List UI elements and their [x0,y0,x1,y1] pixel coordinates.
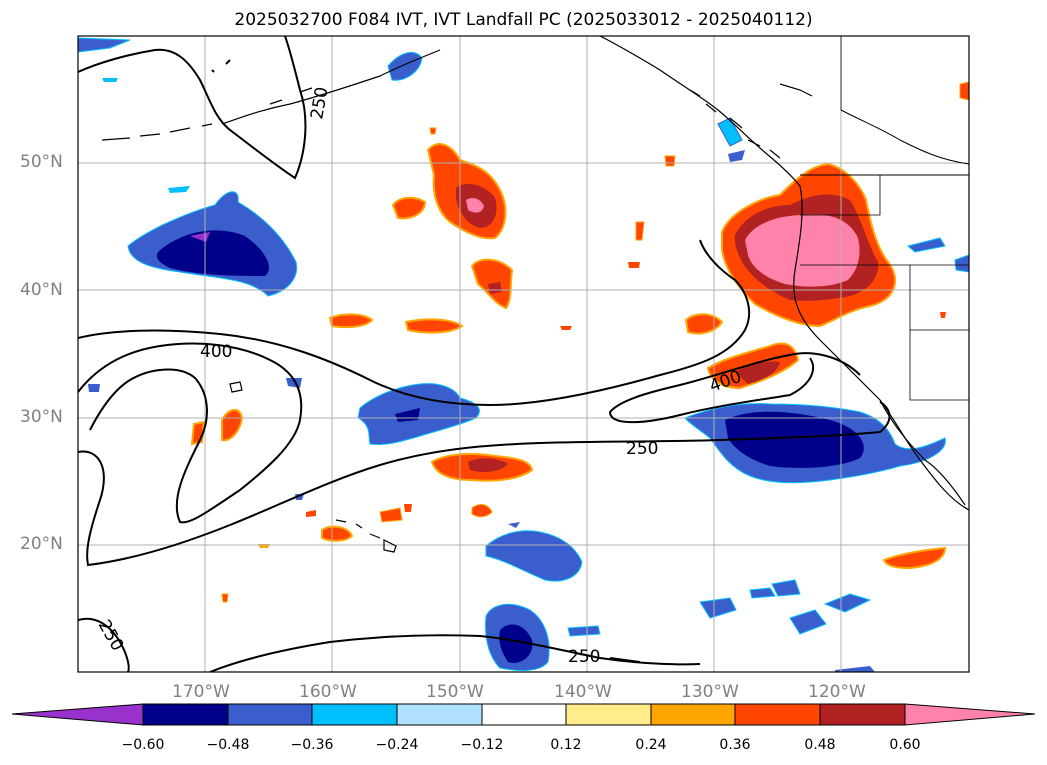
map-frame [77,35,970,673]
colorbar-segment [227,703,313,726]
lon-label: 120°W [808,682,866,702]
lon-label: 170°W [172,682,230,702]
colorbar-segment [311,703,398,726]
contour-label: 400 [200,342,232,362]
colorbar-segment [565,703,652,726]
lon-label: 140°W [554,682,612,702]
map-title: 2025032700 F084 IVT, IVT Landfall PC (20… [234,10,813,30]
colorbar-min-extension [11,703,144,726]
colorbar-tick-label: 0.60 [889,737,921,753]
contour-label: 250 [626,439,658,459]
lat-label: 30°N [20,407,63,427]
map-plot-area: 250 400 400 250 250 250 [78,36,969,672]
lat-label: 20°N [20,534,63,554]
colorbar-tick-label: 0.36 [719,737,751,753]
colorbar-segment [734,703,821,726]
ivt-contours [78,36,891,672]
colorbar-tick-label: −0.36 [290,737,334,753]
lon-label: 160°W [299,682,357,702]
colorbar-segment [481,703,567,726]
colorbar-tick-label: 0.12 [550,737,582,753]
colorbar-tick-label: 0.48 [804,737,836,753]
colorbar-tick-label: −0.48 [206,737,250,753]
colorbar-tick-label: −0.60 [121,737,165,753]
graticule [78,36,969,672]
colorbar-tick-label: 0.24 [635,737,667,753]
lon-label: 150°W [426,682,484,702]
colorbar [11,703,1036,726]
colorbar-segment [142,703,229,726]
colorbar-segment [396,703,483,726]
negative-anomaly-patches [78,37,969,672]
lon-label: 130°W [681,682,739,702]
contour-label: 250 [568,647,600,667]
colorbar-tick-label: −0.12 [460,737,504,753]
colorbar-segment [819,703,906,726]
lat-label: 50°N [20,152,63,172]
colorbar-segment [650,703,736,726]
colorbar-max-extension [904,703,1036,726]
lat-label: 40°N [20,280,63,300]
colorbar-tick-label: −0.24 [375,737,419,753]
positive-anomaly-patches [190,81,969,603]
